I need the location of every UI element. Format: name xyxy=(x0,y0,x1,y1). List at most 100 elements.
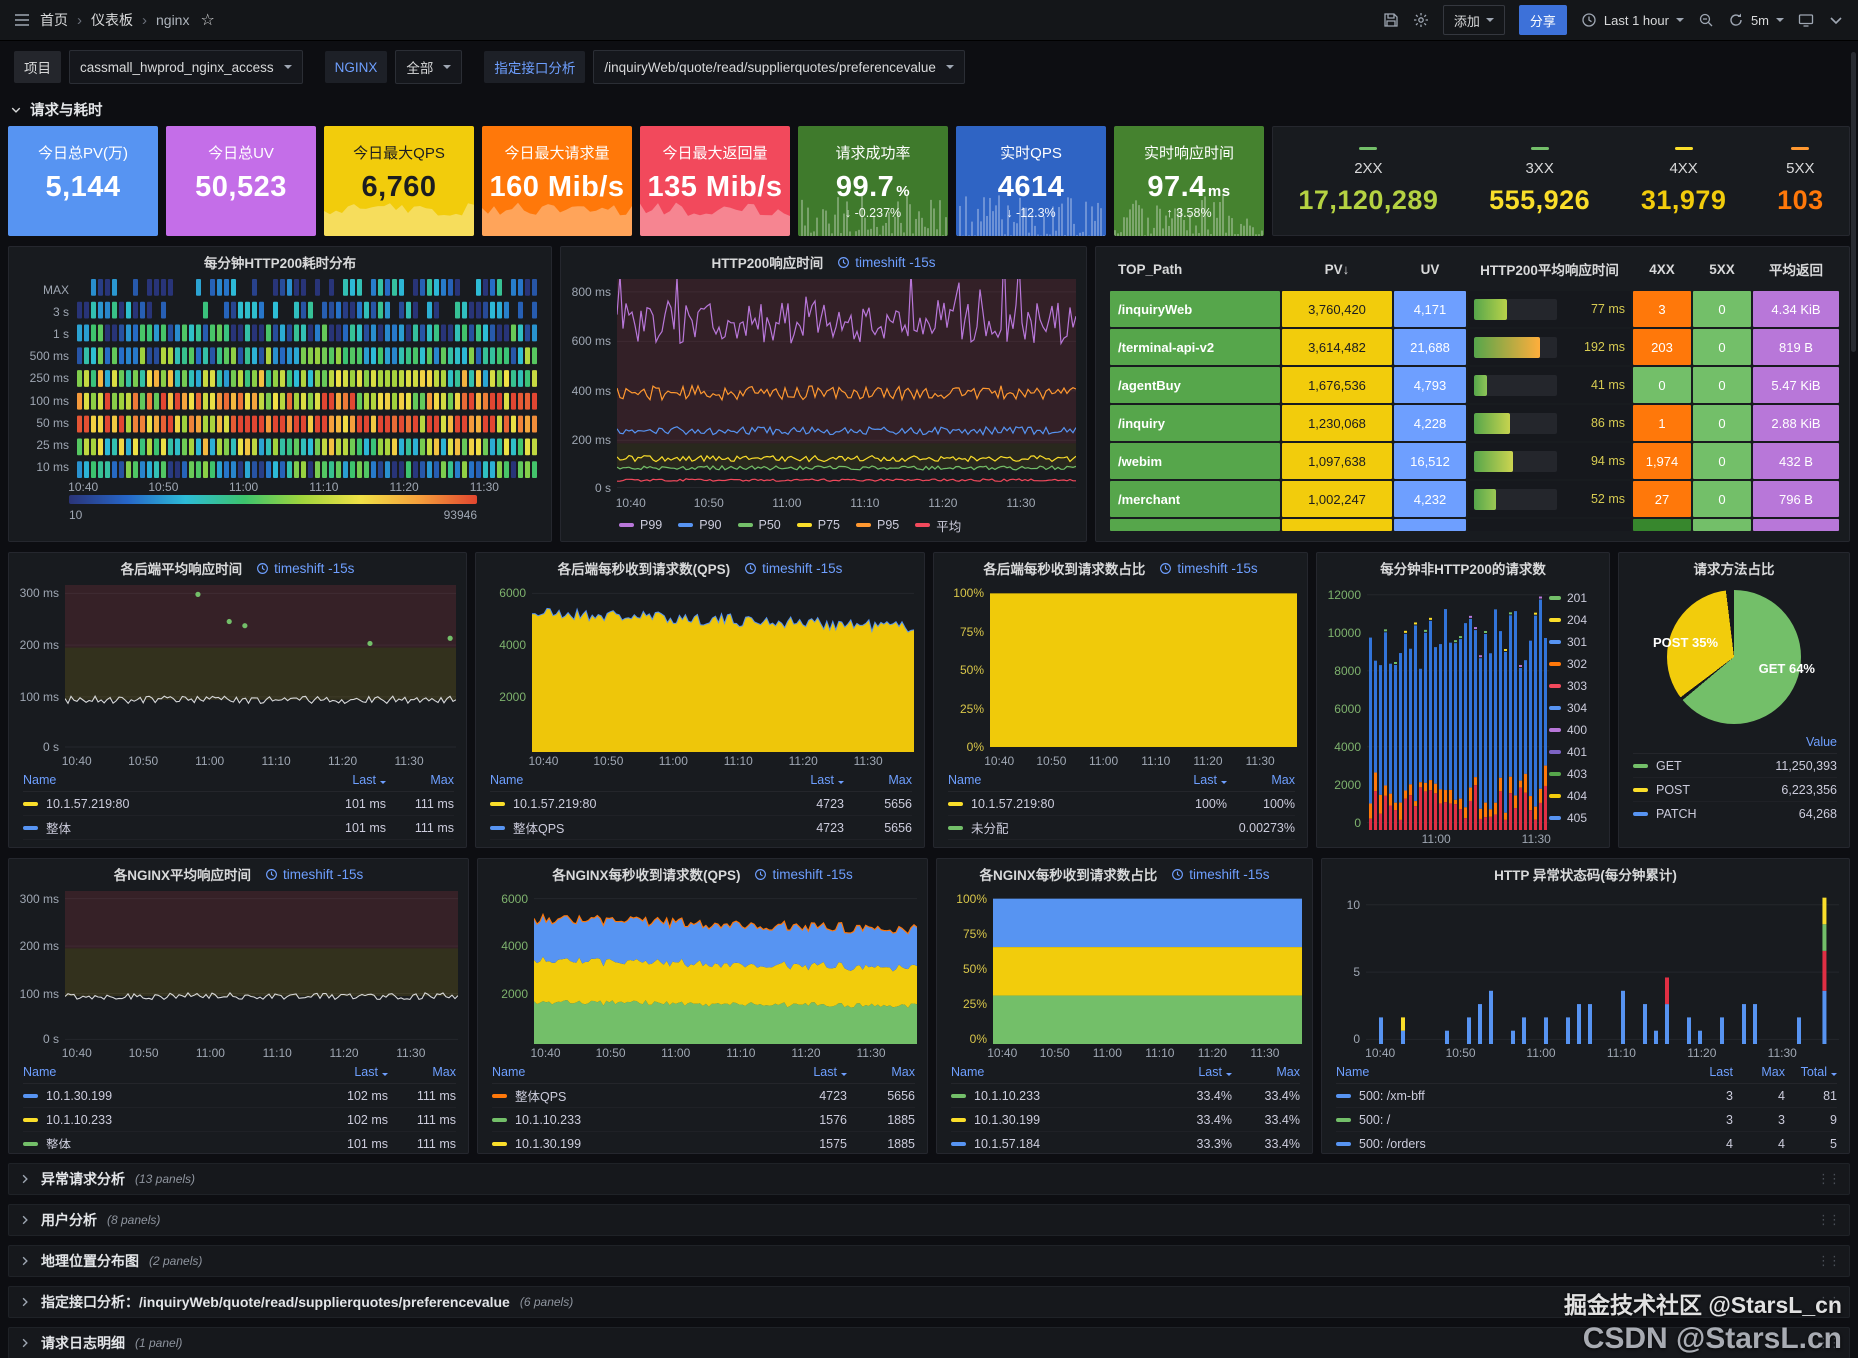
tv-mode-icon[interactable] xyxy=(1798,12,1814,28)
legend-col-value[interactable]: Value xyxy=(1805,735,1837,749)
breadcrumb-dashboards[interactable]: 仪表板 xyxy=(91,12,133,28)
legend-series-name[interactable]: 未分配 xyxy=(948,818,1159,837)
drag-handle-icon[interactable]: ⋮⋮ xyxy=(1817,1212,1841,1227)
legend-col-Max[interactable]: Max xyxy=(888,773,912,787)
refresh-picker[interactable]: 5m xyxy=(1728,12,1784,28)
nginx-qps-chart[interactable] xyxy=(534,891,917,1044)
collapsed-row-4[interactable]: 指定接口分析：/inquiryWeb/quote/read/supplierqu… xyxy=(8,1286,1850,1318)
code-legend-400[interactable]: 400 xyxy=(1549,721,1601,739)
legend-item-P75[interactable]: P75 xyxy=(796,518,840,532)
panel-title[interactable]: 各后端每秒收到请求数占比 xyxy=(983,562,1146,577)
code-legend-403[interactable]: 403 xyxy=(1549,765,1601,783)
section-request-time[interactable]: 请求与耗时 xyxy=(0,91,1858,126)
drag-handle-icon[interactable]: ⋮⋮ xyxy=(1817,1253,1841,1268)
legend-series-name[interactable]: POST xyxy=(1633,783,1747,797)
code-legend-401[interactable]: 401 xyxy=(1549,743,1601,761)
backend-share-chart[interactable] xyxy=(990,585,1297,752)
code-legend-201[interactable]: 201 xyxy=(1549,589,1601,607)
legend-series-name[interactable]: 10.1.57.219:80 xyxy=(490,797,776,811)
legend-col-name[interactable]: Name xyxy=(490,773,524,787)
legend-series-name[interactable]: 整体QPS xyxy=(492,1086,779,1105)
col-header-4xx[interactable]: 4XX xyxy=(1649,261,1675,277)
col-header-uv[interactable]: UV xyxy=(1420,261,1440,277)
collapsed-row-5[interactable]: 请求日志明细 (1 panel) ⋮⋮ xyxy=(8,1327,1850,1358)
nginx-share-chart[interactable] xyxy=(993,891,1302,1044)
panel-title[interactable]: 各后端平均响应时间 xyxy=(120,562,243,577)
time-range-picker[interactable]: Last 1 hour xyxy=(1581,12,1684,28)
legend-col-Last[interactable]: Last xyxy=(320,1065,388,1079)
legend-series-name[interactable]: 整体 xyxy=(23,1134,320,1149)
http200-rt-chart[interactable] xyxy=(617,279,1076,494)
legend-col-Max[interactable]: Max xyxy=(1761,1065,1785,1079)
breadcrumb-home[interactable]: 首页 xyxy=(40,12,68,28)
legend-series-name[interactable]: GET xyxy=(1633,759,1747,773)
code-legend-405[interactable]: 405 xyxy=(1549,809,1601,827)
table-cell-path[interactable]: /agentBuy xyxy=(1110,367,1280,403)
stat-tile-0[interactable]: 今日总PV(万) 5,144 xyxy=(8,126,158,236)
drag-handle-icon[interactable]: ⋮⋮ xyxy=(1817,1294,1841,1309)
add-button[interactable]: 添加 xyxy=(1442,5,1505,35)
latency-heatmap-chart[interactable] xyxy=(77,279,539,478)
methods-pie-chart[interactable]: POST 35% GET 64% xyxy=(1619,583,1849,731)
legend-item-P90[interactable]: P90 xyxy=(678,518,722,532)
legend-item-P95[interactable]: P95 xyxy=(856,518,899,532)
nginx-select[interactable]: 全部 xyxy=(395,50,463,84)
panel-title[interactable]: 每分钟HTTP200耗时分布 xyxy=(203,256,357,271)
legend-series-name[interactable]: 10.1.30.199 xyxy=(23,1089,320,1103)
collapse-nav-icon[interactable] xyxy=(1828,12,1844,28)
legend-series-name[interactable]: 10.1.57.219:80 xyxy=(23,797,318,811)
non200-bar-chart[interactable] xyxy=(1367,585,1549,830)
pie[interactable] xyxy=(1667,590,1801,724)
backend-rt-chart[interactable] xyxy=(65,585,456,752)
timeshift-link[interactable]: timeshift -15s xyxy=(837,255,936,270)
code-legend-204[interactable]: 204 xyxy=(1549,611,1601,629)
code-legend-303[interactable]: 303 xyxy=(1549,677,1601,695)
error-codes-chart[interactable] xyxy=(1366,891,1839,1044)
table-cell-path[interactable]: /webim xyxy=(1110,443,1280,479)
collapsed-row-1[interactable]: 异常请求分析 (13 panels) ⋮⋮ xyxy=(8,1163,1850,1195)
legend-item-P99[interactable]: P99 xyxy=(619,518,662,532)
legend-col-name[interactable]: Name xyxy=(23,773,57,787)
timeshift-link[interactable]: timeshift -15s xyxy=(256,561,354,576)
gear-icon[interactable] xyxy=(1413,12,1429,28)
legend-series-name[interactable]: 未分配 xyxy=(23,842,318,843)
panel-title[interactable]: 各NGINX每秒收到请求数(QPS) xyxy=(552,868,741,883)
code-legend-302[interactable]: 302 xyxy=(1549,655,1601,673)
legend-item-平均[interactable]: 平均 xyxy=(915,516,961,535)
legend-col-Last[interactable]: Last xyxy=(318,773,386,787)
legend-series-name[interactable]: 10.1.30.199 xyxy=(951,1113,1164,1127)
api-select[interactable]: /inquiryWeb/quote/read/supplierquotes/pr… xyxy=(593,50,965,84)
stat-tile-3[interactable]: 今日最大请求量 160 Mib/s xyxy=(482,126,632,236)
legend-series-name[interactable]: 10.1.30.199 xyxy=(492,1137,779,1149)
legend-series-name[interactable]: 未分配 xyxy=(490,842,776,843)
stat-tile-4[interactable]: 今日最大返回量 135 Mib/s xyxy=(640,126,790,236)
timeshift-link[interactable]: timeshift -15s xyxy=(754,867,853,882)
col-header-path[interactable]: TOP_Path xyxy=(1118,261,1183,277)
legend-series-name[interactable]: 整体 xyxy=(23,818,318,837)
panel-title[interactable]: 请求方法占比 xyxy=(1693,562,1775,577)
legend-series-name[interactable]: 10.1.10.233 xyxy=(492,1113,779,1127)
panel-title[interactable]: 各后端每秒收到请求数(QPS) xyxy=(557,562,731,577)
panel-title[interactable]: 每分钟非HTTP200的请求数 xyxy=(1380,562,1546,577)
legend-col-Max[interactable]: Max xyxy=(1276,1065,1300,1079)
stat-tile-7[interactable]: 实时响应时间 97.4 ms ↑ 3.58% xyxy=(1114,126,1264,236)
table-cell-path[interactable]: /terminal-api-v2 xyxy=(1110,329,1280,365)
save-icon[interactable] xyxy=(1383,12,1399,28)
timeshift-link[interactable]: timeshift -15s xyxy=(744,561,842,576)
legend-col-name[interactable]: Name xyxy=(1336,1065,1370,1079)
col-header-pv[interactable]: PV ↓ xyxy=(1324,261,1350,277)
legend-col-Total[interactable]: Total xyxy=(1785,1065,1837,1079)
stat-tile-6[interactable]: 实时QPS 4614 ↓ -12.3% xyxy=(956,126,1106,236)
col-header-rt[interactable]: HTTP200平均响应时间 xyxy=(1480,263,1619,278)
legend-col-Max[interactable]: Max xyxy=(1271,773,1295,787)
col-header-ret[interactable]: 平均返回 xyxy=(1769,263,1823,278)
nginx-rt-chart[interactable] xyxy=(65,891,458,1044)
collapsed-row-3[interactable]: 地理位置分布图 (2 panels) ⋮⋮ xyxy=(8,1245,1850,1277)
legend-series-name[interactable]: PATCH xyxy=(1633,807,1747,821)
legend-series-name[interactable]: 500: /orders xyxy=(1336,1137,1681,1149)
legend-series-name[interactable]: 500: / xyxy=(1336,1113,1681,1127)
share-button[interactable]: 分享 xyxy=(1518,5,1567,35)
table-cell-path[interactable]: /inquiryWeb xyxy=(1110,291,1280,327)
drag-handle-icon[interactable]: ⋮⋮ xyxy=(1817,1171,1841,1186)
legend-col-Max[interactable]: Max xyxy=(891,1065,915,1079)
